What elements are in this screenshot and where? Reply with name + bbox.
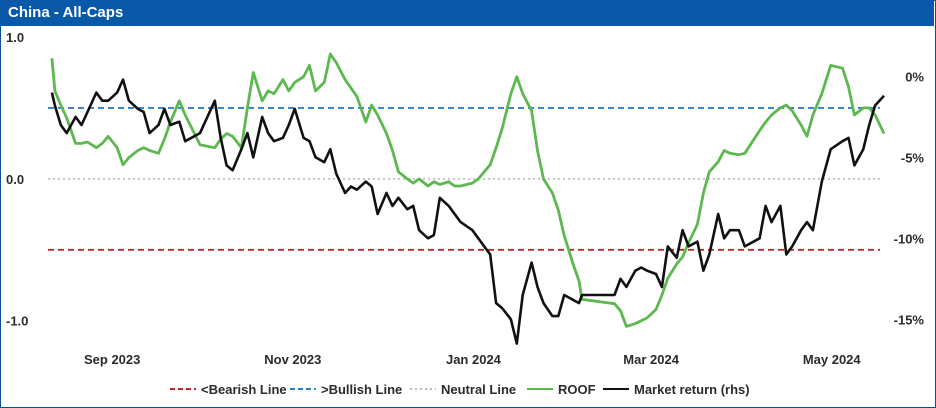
x-tick-label: Sep 2023 [84,352,140,367]
series-line [50,52,886,328]
legend-label: <Bearish Line [201,382,287,397]
x-axis: Sep 2023 Nov 2023 Jan 2024 Mar 2024 May 2024 [84,352,861,367]
legend: <Bearish Line >Bullish Line Neutral Line RO… [170,382,750,397]
x-tick-label: Jan 2024 [446,352,502,367]
series-line [50,78,885,345]
y-right-tick-label: -15% [894,312,925,327]
x-tick-label: Mar 2024 [623,352,679,367]
reference-lines [48,107,880,251]
legend-label: >Bullish Line [321,382,402,397]
y-right-tick-label: -5% [901,150,925,165]
y-left-tick-label: 1.0 [6,30,24,45]
legend-label: ROOF [558,382,596,397]
chart-title: China - All-Caps [8,4,124,21]
y-right-tick-label: -10% [894,231,925,246]
y-axis-right: 0% -5% -10% -15% [894,69,925,327]
series-lines [50,52,886,345]
x-tick-label: May 2024 [803,352,862,367]
legend-label: Market return (rhs) [634,382,750,397]
legend-label: Neutral Line [441,382,516,397]
chart-title-bar: China - All-Caps [0,0,934,26]
y-left-tick-label: 0.0 [6,172,24,187]
y-right-tick-label: 0% [905,69,924,84]
y-axis-left: 1.0 0.0 -1.0 [6,30,28,329]
y-left-tick-label: -1.0 [6,314,28,329]
x-tick-label: Nov 2023 [264,352,321,367]
